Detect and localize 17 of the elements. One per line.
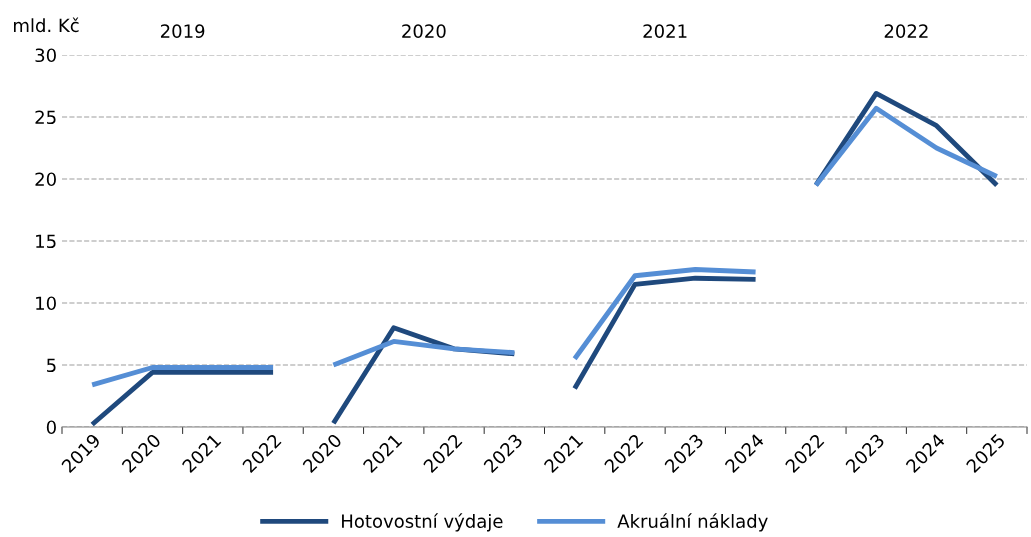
y-tick-label: 5 bbox=[47, 358, 56, 373]
line-series bbox=[572, 267, 759, 362]
text: 2019 bbox=[160, 24, 205, 38]
legend-label: Akruální náklady bbox=[617, 513, 768, 532]
y-tick-label: 10 bbox=[36, 296, 56, 311]
text: 2021 bbox=[643, 24, 687, 38]
y-axis-title: mld. Kč bbox=[14, 17, 79, 33]
text: 2020 bbox=[402, 24, 446, 38]
line-series bbox=[572, 275, 759, 391]
y-tick-label: 25 bbox=[35, 110, 56, 125]
legend-label: Hotovostní výdaje bbox=[342, 513, 503, 532]
y-tick-label: 15 bbox=[36, 234, 56, 249]
y-tick-label: 0 bbox=[46, 420, 56, 435]
text: 2022 bbox=[884, 24, 928, 38]
y-tick-label: 30 bbox=[35, 48, 56, 63]
line-series bbox=[330, 339, 517, 368]
y-tick-label: 20 bbox=[35, 172, 56, 187]
